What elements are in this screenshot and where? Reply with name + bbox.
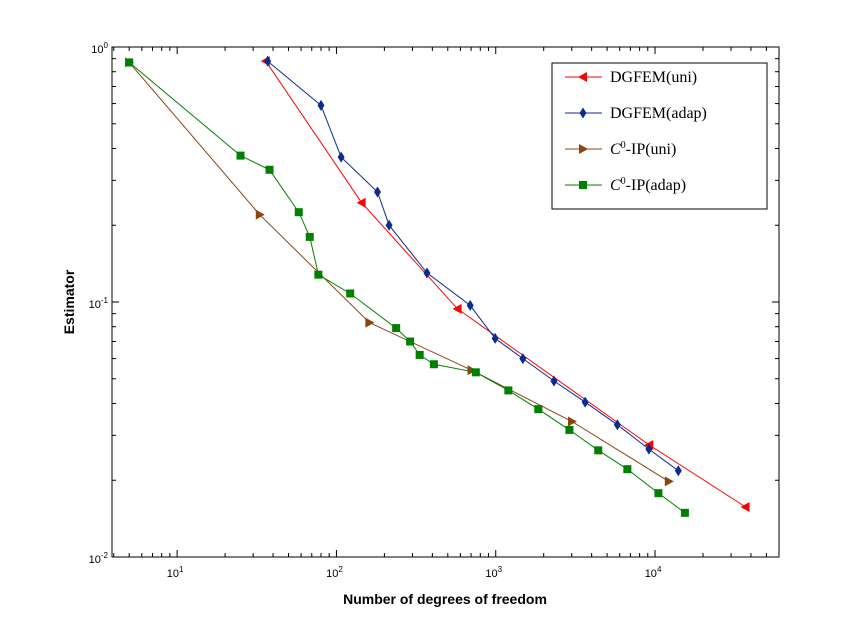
x-tick-label: 101 xyxy=(167,565,184,580)
data-point xyxy=(385,219,393,231)
data-point xyxy=(452,303,462,314)
data-point xyxy=(406,337,415,346)
data-point xyxy=(255,209,265,220)
data-point xyxy=(294,208,303,217)
legend-label-part: DGFEM(adap) xyxy=(610,105,707,122)
data-point xyxy=(265,165,274,174)
data-point xyxy=(581,396,589,408)
data-point xyxy=(392,324,401,333)
series-layer xyxy=(125,55,750,517)
legend-label-part: -IP(uni) xyxy=(626,141,677,158)
data-point xyxy=(491,332,499,344)
legend-item: DGFEM(uni) xyxy=(565,69,697,86)
legend-label: C0-IP(adap) xyxy=(610,176,686,194)
y-tick-exponent: 0 xyxy=(104,41,109,50)
y-tick-base: 10 xyxy=(89,299,101,311)
legend-swatch-marker xyxy=(579,181,587,189)
data-point xyxy=(680,508,689,517)
series-line xyxy=(128,62,670,482)
legend-label-part: -IP(adap) xyxy=(626,177,686,194)
legend-label: DGFEM(uni) xyxy=(610,69,697,86)
data-point xyxy=(567,416,577,427)
data-point xyxy=(365,317,375,328)
x-tick-base: 10 xyxy=(485,568,497,580)
x-axis-label: Number of degrees of freedom xyxy=(343,591,547,607)
x-tick-label: 104 xyxy=(645,565,662,580)
data-point xyxy=(317,99,325,111)
legend-label: DGFEM(adap) xyxy=(610,105,707,122)
y-tick-exponent: -2 xyxy=(101,551,109,560)
data-point xyxy=(373,186,381,198)
y-tick-base: 10 xyxy=(91,44,103,56)
x-tick-base: 10 xyxy=(326,568,338,580)
data-point xyxy=(613,419,621,431)
y-tick-exponent: -1 xyxy=(101,296,109,305)
data-point xyxy=(471,368,480,377)
x-tick-label: 103 xyxy=(485,565,502,580)
data-point xyxy=(550,375,558,387)
legend-swatch-marker xyxy=(579,144,588,154)
data-point xyxy=(314,270,323,279)
data-point xyxy=(504,386,513,395)
legend-item: DGFEM(adap) xyxy=(565,105,707,122)
x-tick-exponent: 3 xyxy=(498,565,503,574)
data-point xyxy=(264,55,272,67)
legend-item: C0-IP(adap) xyxy=(565,176,686,194)
data-point xyxy=(429,360,438,369)
legend-label-superscript: 0 xyxy=(621,140,626,151)
data-point xyxy=(346,289,355,298)
data-point xyxy=(415,350,424,359)
legend-swatch-marker xyxy=(578,72,587,82)
data-point xyxy=(664,476,674,487)
y-axis-label: Estimator xyxy=(61,269,77,334)
data-point xyxy=(565,425,574,434)
x-tick-label: 102 xyxy=(326,565,343,580)
legend-label: C0-IP(uni) xyxy=(610,140,676,158)
x-tick-base: 10 xyxy=(645,568,657,580)
legend-item: C0-IP(uni) xyxy=(565,140,676,158)
data-point xyxy=(594,446,603,455)
data-point xyxy=(236,151,245,160)
legend-label-part: DGFEM(uni) xyxy=(610,69,697,86)
y-tick-label: 10-1 xyxy=(89,296,109,311)
legend-swatch-marker xyxy=(579,107,587,119)
data-point xyxy=(356,197,366,208)
x-tick-exponent: 4 xyxy=(657,565,662,574)
data-point xyxy=(519,353,527,365)
data-point xyxy=(645,443,653,455)
data-point xyxy=(623,465,632,474)
legend-label-superscript: 0 xyxy=(621,176,626,187)
data-point xyxy=(125,58,134,67)
data-point xyxy=(337,151,345,163)
x-tick-exponent: 2 xyxy=(338,565,343,574)
series-line xyxy=(267,60,679,472)
series-2 xyxy=(264,55,682,477)
data-point xyxy=(466,299,474,311)
data-point xyxy=(654,489,663,498)
data-point xyxy=(534,405,543,414)
legend: DGFEM(uni)DGFEM(adap)C0-IP(uni)C0-IP(ada… xyxy=(551,62,768,210)
data-point xyxy=(674,465,682,477)
x-tick-base: 10 xyxy=(167,568,179,580)
x-tick-exponent: 1 xyxy=(179,565,184,574)
data-point xyxy=(305,232,314,241)
y-tick-base: 10 xyxy=(89,554,101,566)
axis-ticks xyxy=(112,46,780,558)
data-point xyxy=(740,502,750,513)
data-point xyxy=(423,267,431,279)
series-4 xyxy=(125,58,689,517)
legend-label-part: C xyxy=(610,141,621,158)
legend-label-part: C xyxy=(610,177,621,194)
y-tick-label: 100 xyxy=(91,41,108,56)
y-tick-label: 10-2 xyxy=(89,551,109,566)
